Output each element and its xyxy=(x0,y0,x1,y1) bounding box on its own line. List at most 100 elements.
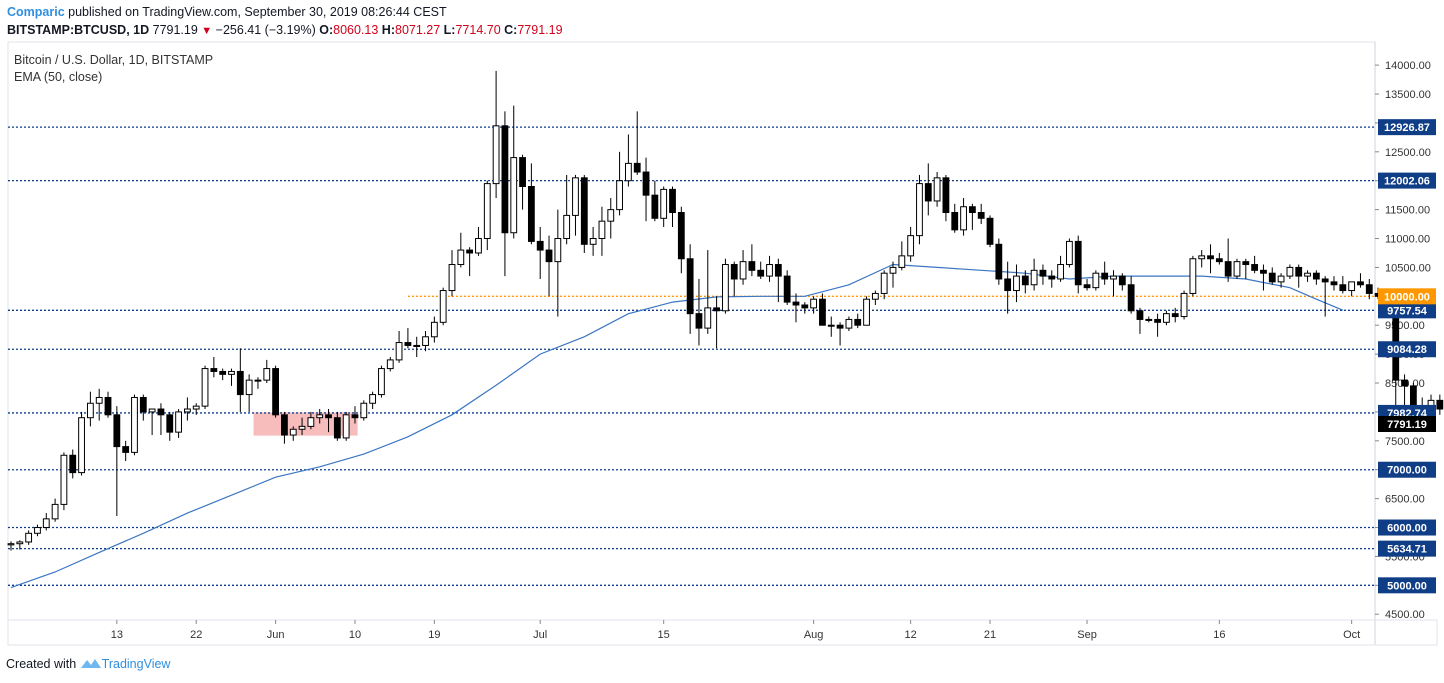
candle[interactable] xyxy=(448,250,456,297)
candle[interactable] xyxy=(404,328,412,349)
candle[interactable] xyxy=(1392,310,1400,415)
candle[interactable] xyxy=(968,203,976,230)
candle[interactable] xyxy=(86,391,94,427)
candle[interactable] xyxy=(378,365,385,398)
candle[interactable] xyxy=(1057,255,1064,282)
candle[interactable] xyxy=(1092,270,1100,291)
candle[interactable] xyxy=(201,365,209,410)
candle[interactable] xyxy=(1295,264,1303,288)
candle[interactable] xyxy=(1321,276,1329,317)
candle[interactable] xyxy=(871,290,879,305)
candle[interactable] xyxy=(1348,281,1356,297)
candle[interactable] xyxy=(1330,276,1338,291)
candle[interactable] xyxy=(907,226,915,262)
candle[interactable] xyxy=(139,394,147,421)
candle[interactable] xyxy=(422,331,429,352)
candle[interactable] xyxy=(836,322,844,346)
candle[interactable] xyxy=(792,293,800,323)
candle[interactable] xyxy=(519,154,526,210)
candle[interactable] xyxy=(325,409,332,433)
candle[interactable] xyxy=(1312,270,1320,285)
candle[interactable] xyxy=(219,368,227,381)
candle[interactable] xyxy=(863,296,870,326)
candle[interactable] xyxy=(1251,255,1259,274)
candle[interactable] xyxy=(1268,267,1276,285)
candle[interactable] xyxy=(572,174,579,236)
candle[interactable] xyxy=(774,258,782,303)
candle[interactable] xyxy=(960,198,967,236)
candle[interactable] xyxy=(1198,250,1206,268)
candle[interactable] xyxy=(104,391,112,418)
candle[interactable] xyxy=(148,408,156,436)
candle[interactable] xyxy=(192,403,200,415)
candle[interactable] xyxy=(1401,374,1408,407)
candle[interactable] xyxy=(1074,235,1082,294)
candle[interactable] xyxy=(1180,290,1188,320)
candle[interactable] xyxy=(307,411,315,430)
indicator-legend[interactable]: EMA (50, close) xyxy=(14,70,103,84)
candle[interactable] xyxy=(25,530,33,545)
candle[interactable] xyxy=(766,255,773,282)
candle[interactable] xyxy=(722,258,729,314)
candle[interactable] xyxy=(413,336,421,358)
candle[interactable] xyxy=(289,426,297,441)
candle[interactable] xyxy=(157,403,165,436)
candle[interactable] xyxy=(78,411,85,476)
candle[interactable] xyxy=(916,174,923,245)
candle[interactable] xyxy=(316,409,324,424)
candle[interactable] xyxy=(1357,273,1364,288)
candle[interactable] xyxy=(457,232,465,268)
tradingview-brand[interactable]: TradingView xyxy=(101,657,171,671)
candle[interactable] xyxy=(942,174,950,222)
candle[interactable] xyxy=(889,261,897,288)
candle[interactable] xyxy=(245,374,253,412)
candle[interactable] xyxy=(651,180,659,222)
candle[interactable] xyxy=(1163,310,1170,326)
candle[interactable] xyxy=(1066,238,1073,268)
candle[interactable] xyxy=(642,157,650,222)
candle[interactable] xyxy=(625,134,632,187)
candle[interactable] xyxy=(95,388,103,421)
candle[interactable] xyxy=(1136,307,1144,334)
candle[interactable] xyxy=(34,524,41,537)
candle[interactable] xyxy=(1260,264,1267,291)
candle[interactable] xyxy=(175,409,182,438)
candle[interactable] xyxy=(995,238,1003,285)
candle[interactable] xyxy=(563,174,571,245)
candle[interactable] xyxy=(686,244,694,334)
candle[interactable] xyxy=(122,440,130,462)
candle[interactable] xyxy=(704,250,712,334)
candle[interactable] xyxy=(395,331,403,363)
candle[interactable] xyxy=(924,163,932,216)
candle[interactable] xyxy=(42,513,50,531)
candle[interactable] xyxy=(1365,278,1373,300)
candle[interactable] xyxy=(1110,270,1117,297)
candle[interactable] xyxy=(536,226,544,279)
candle[interactable] xyxy=(1304,270,1311,282)
candle[interactable] xyxy=(713,296,721,349)
candle[interactable] xyxy=(51,498,59,522)
candle[interactable] xyxy=(986,215,994,248)
candle[interactable] xyxy=(1189,255,1197,297)
candle[interactable] xyxy=(545,235,553,297)
candle[interactable] xyxy=(1004,261,1012,314)
publisher-name[interactable]: Comparic xyxy=(7,5,65,19)
candle[interactable] xyxy=(616,151,623,216)
candle[interactable] xyxy=(69,449,77,479)
candle[interactable] xyxy=(1242,258,1250,279)
candle[interactable] xyxy=(819,293,826,326)
candle[interactable] xyxy=(333,411,341,441)
candle[interactable] xyxy=(898,241,906,271)
candle[interactable] xyxy=(369,391,377,410)
candle[interactable] xyxy=(263,359,271,384)
candle[interactable] xyxy=(783,270,791,305)
candle[interactable] xyxy=(1021,270,1029,294)
candle[interactable] xyxy=(1224,238,1232,282)
candle[interactable] xyxy=(977,203,985,225)
candle[interactable] xyxy=(695,278,703,346)
candle[interactable] xyxy=(730,261,738,297)
candle[interactable] xyxy=(633,111,641,175)
candle[interactable] xyxy=(360,400,368,421)
candle[interactable] xyxy=(554,209,562,317)
